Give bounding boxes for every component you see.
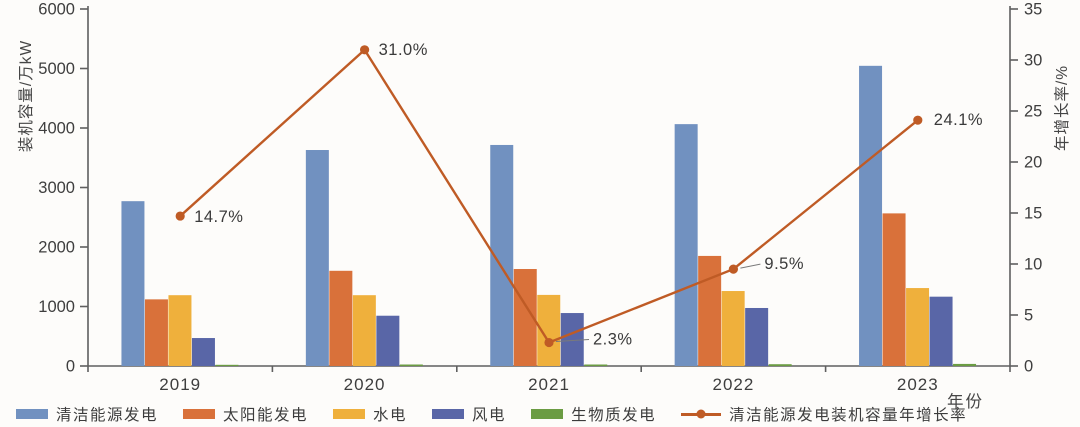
left-tick-label: 4000 bbox=[38, 120, 75, 138]
legend-label: 风电 bbox=[472, 407, 507, 424]
bar bbox=[513, 269, 537, 366]
line-marker bbox=[728, 264, 739, 274]
left-tick-label: 6000 bbox=[38, 1, 75, 19]
legend-swatch-biomass-icon bbox=[531, 409, 564, 419]
legend-item-biomass: 生物质发电 bbox=[531, 403, 656, 425]
x-tick-label: 2023 bbox=[897, 375, 939, 394]
line-data-label: 2.3% bbox=[593, 331, 633, 349]
growth-rate-line-series: 14.7% 31.0% 2.3% 9.5% 24.1% bbox=[175, 41, 983, 349]
right-tick-label: 0 bbox=[1024, 358, 1033, 376]
bar bbox=[305, 150, 329, 366]
label-leader-line bbox=[740, 263, 761, 269]
bar-series-2 bbox=[168, 288, 930, 366]
left-tick-label: 3000 bbox=[38, 179, 75, 197]
bar bbox=[906, 288, 930, 366]
legend-label: 太阳能发电 bbox=[223, 407, 309, 424]
legend-swatch-wind-icon bbox=[432, 409, 465, 419]
bar bbox=[674, 124, 698, 366]
tick-labels: 0 1000 2000 3000 4000 5000 6000 0 5 10 15 20 25 30 35 2… bbox=[38, 1, 1042, 395]
bar bbox=[121, 201, 145, 366]
bar bbox=[537, 294, 561, 366]
bar bbox=[859, 65, 883, 366]
line-data-label: 14.7% bbox=[194, 208, 243, 226]
line-marker bbox=[360, 45, 370, 55]
right-tick-label: 35 bbox=[1024, 1, 1042, 19]
left-tick-label: 1000 bbox=[38, 298, 75, 316]
right-tick-label: 15 bbox=[1024, 205, 1042, 223]
line-marker bbox=[544, 337, 554, 348]
legend-line-marker-icon bbox=[681, 409, 722, 419]
bar-series-3 bbox=[191, 296, 953, 366]
bar bbox=[584, 364, 608, 366]
bar-series-4 bbox=[215, 363, 977, 366]
right-tick-label: 5 bbox=[1024, 307, 1033, 325]
bar bbox=[168, 295, 192, 366]
left-tick-label: 0 bbox=[66, 358, 75, 376]
chart-legend: 清洁能源发电 太阳能发电 水电 风电 生物质发电 清洁能源发电装机容量年增长率 bbox=[16, 403, 1074, 425]
legend-swatch-hydro-icon bbox=[333, 409, 366, 419]
right-tick-label: 25 bbox=[1024, 103, 1042, 121]
label-leader-line bbox=[555, 339, 590, 343]
legend-swatch-clean-energy-icon bbox=[16, 409, 48, 419]
legend-label: 清洁能源发电装机容量年增长率 bbox=[729, 407, 968, 424]
line-data-label: 9.5% bbox=[764, 255, 804, 273]
x-tick-label: 2021 bbox=[528, 375, 570, 394]
bar bbox=[721, 291, 745, 366]
bar bbox=[490, 144, 514, 366]
x-tick-label: 2019 bbox=[159, 375, 201, 394]
x-axis-title: 年份 bbox=[947, 393, 984, 411]
line-marker bbox=[175, 211, 185, 221]
right-axis-title: 年增长率/% bbox=[1054, 64, 1071, 152]
legend-item-solar: 太阳能发电 bbox=[183, 403, 308, 425]
x-tick-label: 2022 bbox=[712, 375, 754, 394]
legend-label: 清洁能源发电 bbox=[56, 407, 159, 424]
left-axis-title: 装机容量/万kW bbox=[18, 39, 35, 153]
legend-label: 生物质发电 bbox=[571, 407, 657, 424]
legend-item-growth-rate: 清洁能源发电装机容量年增长率 bbox=[681, 403, 967, 425]
bar bbox=[768, 364, 792, 366]
bar bbox=[215, 364, 239, 366]
bar bbox=[745, 307, 769, 366]
x-tick-label: 2020 bbox=[344, 375, 386, 394]
legend-item-hydro: 水电 bbox=[333, 403, 407, 425]
left-tick-label: 5000 bbox=[38, 60, 75, 78]
bar bbox=[560, 313, 584, 366]
bar bbox=[399, 364, 423, 366]
right-tick-label: 20 bbox=[1024, 154, 1042, 172]
bar bbox=[882, 213, 906, 366]
legend-label: 水电 bbox=[373, 407, 408, 424]
left-tick-label: 2000 bbox=[38, 239, 75, 257]
bar-series-1 bbox=[144, 213, 906, 366]
bar bbox=[376, 315, 400, 366]
legend-item-wind: 风电 bbox=[432, 403, 506, 425]
bar bbox=[352, 295, 376, 366]
right-tick-label: 30 bbox=[1024, 52, 1042, 70]
legend-item-clean-energy: 清洁能源发电 bbox=[16, 403, 158, 425]
bar bbox=[144, 299, 168, 366]
bar bbox=[191, 338, 215, 366]
bar bbox=[929, 296, 953, 366]
line-data-label: 24.1% bbox=[934, 111, 983, 129]
bar-series-0 bbox=[121, 65, 883, 366]
right-tick-label: 10 bbox=[1024, 256, 1042, 274]
bar bbox=[329, 270, 353, 366]
line-marker bbox=[913, 115, 923, 125]
legend-swatch-solar-icon bbox=[183, 409, 216, 419]
bar bbox=[953, 363, 977, 366]
bar bbox=[698, 255, 722, 366]
line-data-label: 31.0% bbox=[379, 41, 428, 59]
